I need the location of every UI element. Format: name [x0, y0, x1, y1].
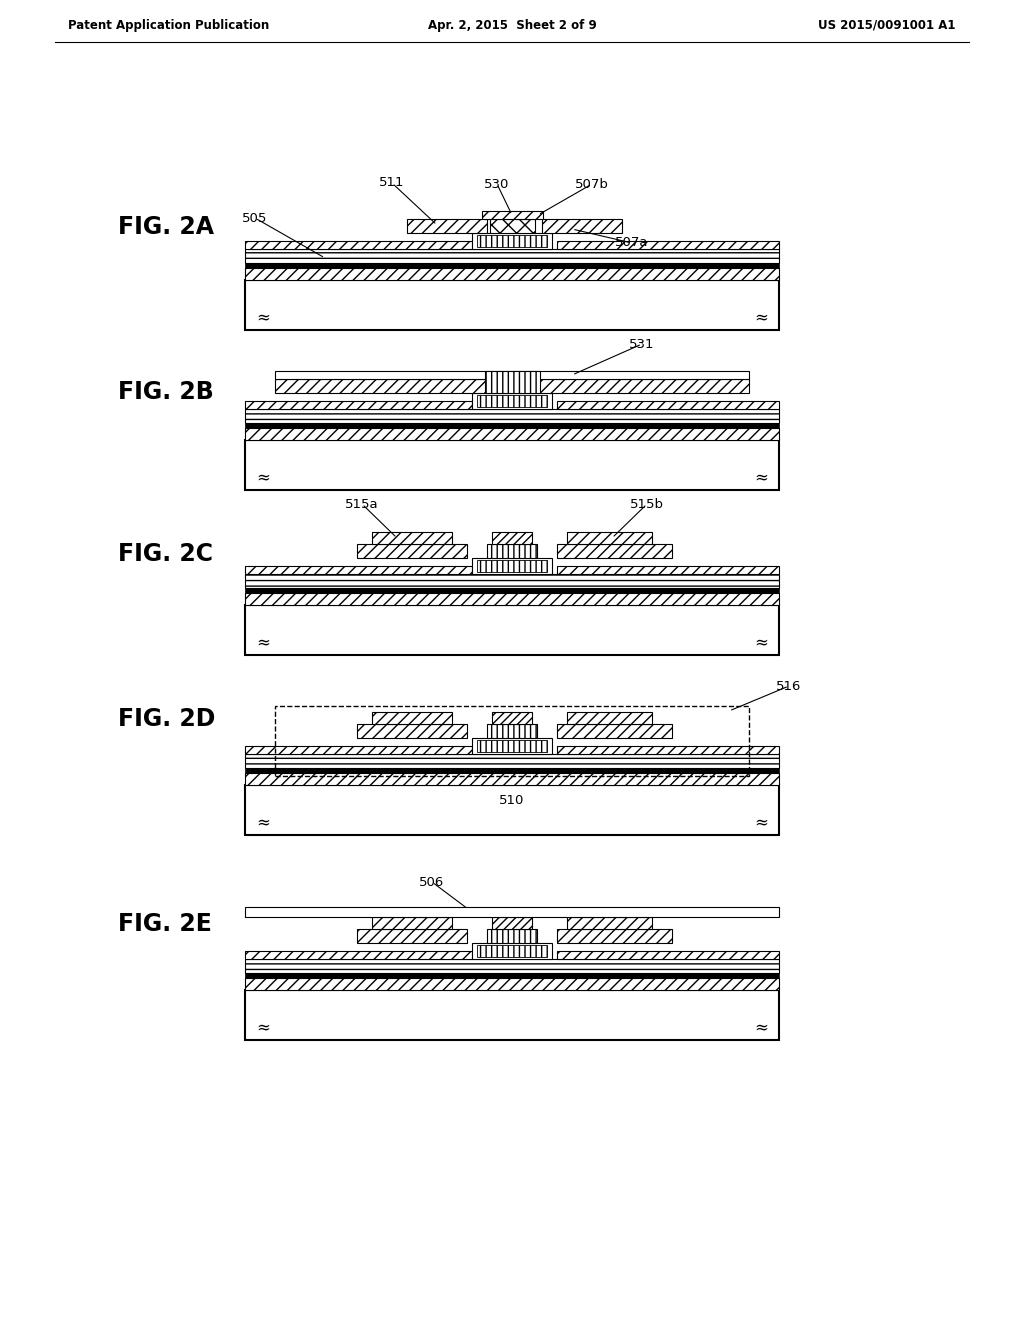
- Bar: [557, 544, 672, 558]
- Bar: [245, 990, 779, 1040]
- Bar: [245, 263, 779, 268]
- Bar: [245, 746, 472, 754]
- Bar: [245, 960, 779, 973]
- Bar: [492, 711, 532, 723]
- Text: ≈: ≈: [256, 814, 270, 832]
- Text: ≈: ≈: [256, 309, 270, 326]
- Text: 505: 505: [243, 211, 267, 224]
- Bar: [245, 242, 472, 249]
- Text: ≈: ≈: [256, 1019, 270, 1036]
- Text: ≈: ≈: [754, 470, 768, 487]
- Bar: [245, 754, 779, 768]
- Bar: [567, 532, 652, 544]
- Bar: [245, 280, 779, 330]
- Bar: [245, 785, 779, 836]
- Bar: [472, 738, 552, 754]
- Bar: [557, 566, 779, 574]
- Bar: [245, 428, 779, 440]
- Text: 510: 510: [500, 795, 524, 807]
- Bar: [275, 706, 749, 776]
- Bar: [245, 587, 779, 593]
- Bar: [487, 723, 537, 738]
- Bar: [492, 917, 532, 929]
- Bar: [245, 907, 779, 917]
- Bar: [357, 544, 467, 558]
- Bar: [477, 741, 547, 752]
- Bar: [245, 593, 779, 605]
- Bar: [245, 768, 779, 774]
- Text: FIG. 2A: FIG. 2A: [118, 215, 214, 239]
- Bar: [542, 219, 622, 234]
- Text: ≈: ≈: [754, 635, 768, 652]
- Bar: [472, 393, 552, 409]
- Bar: [357, 723, 467, 738]
- Bar: [275, 379, 749, 393]
- Bar: [557, 401, 779, 409]
- Bar: [487, 929, 537, 942]
- Bar: [372, 711, 452, 723]
- Text: FIG. 2B: FIG. 2B: [118, 380, 214, 404]
- Text: ≈: ≈: [754, 1019, 768, 1036]
- Bar: [477, 395, 547, 407]
- Bar: [472, 234, 552, 249]
- Bar: [245, 440, 779, 490]
- Bar: [567, 711, 652, 723]
- Bar: [245, 973, 779, 978]
- Bar: [372, 532, 452, 544]
- Bar: [245, 978, 779, 990]
- Text: 511: 511: [379, 177, 404, 190]
- Text: 507b: 507b: [575, 177, 609, 190]
- Bar: [487, 544, 537, 558]
- Text: 515b: 515b: [630, 498, 664, 511]
- Bar: [477, 945, 547, 957]
- Bar: [245, 268, 779, 280]
- Text: FIG. 2E: FIG. 2E: [118, 912, 212, 936]
- Text: 507a: 507a: [615, 236, 649, 249]
- Bar: [472, 558, 552, 574]
- Text: ≈: ≈: [256, 470, 270, 487]
- Bar: [557, 746, 779, 754]
- Text: 515a: 515a: [345, 498, 379, 511]
- Bar: [357, 929, 467, 942]
- Bar: [245, 605, 779, 655]
- Bar: [472, 942, 552, 960]
- Bar: [557, 242, 779, 249]
- Bar: [557, 929, 672, 942]
- Bar: [245, 574, 779, 587]
- Text: ≈: ≈: [754, 814, 768, 832]
- Text: FIG. 2C: FIG. 2C: [118, 543, 213, 566]
- Bar: [245, 249, 779, 263]
- Bar: [245, 409, 779, 422]
- Bar: [557, 950, 779, 960]
- Bar: [557, 723, 672, 738]
- Text: ≈: ≈: [256, 635, 270, 652]
- Text: US 2015/0091001 A1: US 2015/0091001 A1: [818, 18, 956, 32]
- Bar: [372, 917, 452, 929]
- Bar: [485, 371, 540, 393]
- Bar: [477, 235, 547, 247]
- Bar: [490, 219, 535, 234]
- Text: Patent Application Publication: Patent Application Publication: [68, 18, 269, 32]
- Bar: [492, 532, 532, 544]
- Text: 516: 516: [776, 680, 802, 693]
- Bar: [245, 401, 472, 409]
- Text: 506: 506: [420, 875, 444, 888]
- Bar: [245, 950, 472, 960]
- Bar: [407, 219, 487, 234]
- Text: ≈: ≈: [754, 309, 768, 326]
- Bar: [567, 917, 652, 929]
- Bar: [245, 566, 472, 574]
- Text: Apr. 2, 2015  Sheet 2 of 9: Apr. 2, 2015 Sheet 2 of 9: [428, 18, 596, 32]
- Bar: [245, 774, 779, 785]
- Bar: [275, 371, 749, 379]
- Bar: [477, 560, 547, 572]
- Bar: [245, 422, 779, 428]
- Text: 530: 530: [484, 177, 510, 190]
- Bar: [482, 211, 543, 219]
- Text: FIG. 2D: FIG. 2D: [118, 708, 215, 731]
- Text: 531: 531: [630, 338, 654, 351]
